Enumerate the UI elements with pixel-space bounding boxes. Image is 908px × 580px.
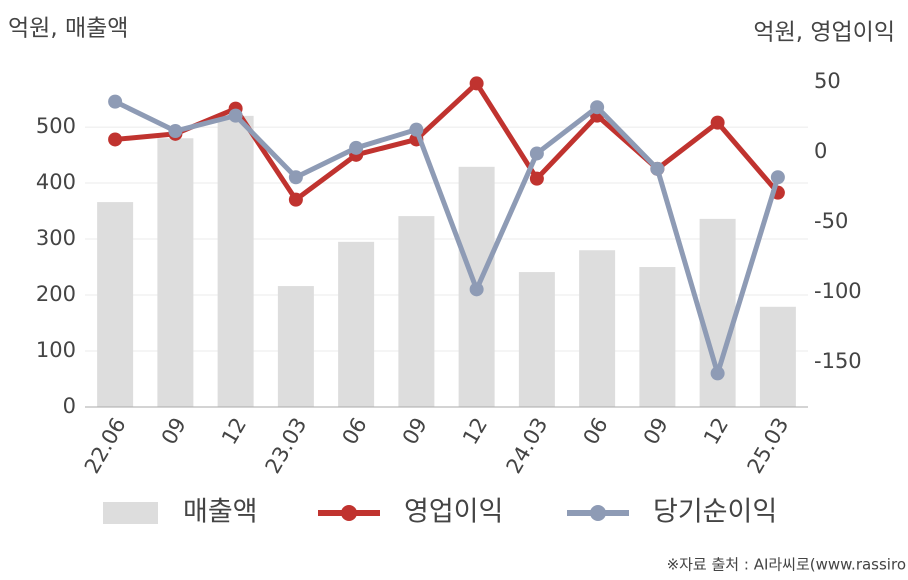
y-tick-label: 200 [36,282,76,306]
legend-label: 당기순이익 [653,497,777,528]
point [108,132,123,147]
x-tick-label: 09 [639,414,673,449]
x-tick-label: 12 [217,414,251,449]
y2-tick-label: 50 [814,69,841,93]
bar [579,250,616,407]
point [529,146,544,161]
x-tick-label: 25.03 [743,414,794,478]
point [168,124,183,139]
bar [338,241,375,407]
bar [518,272,555,407]
point [409,122,424,137]
y-tick-label: 0 [63,394,76,418]
bar [157,138,194,407]
x-tick-label: 09 [398,414,432,449]
y2-tick-label: -100 [814,279,862,303]
point [469,76,484,91]
bar [759,306,796,407]
bar [398,216,435,407]
point [228,108,243,123]
point [770,170,785,185]
legend-swatch [103,502,158,524]
x-tick-label: 06 [337,414,371,449]
x-tick-label: 09 [157,414,191,449]
point [469,282,484,297]
x-tick-label: 12 [458,414,492,449]
y-tick-label: 300 [36,226,76,250]
y-tick-label: 400 [36,170,76,194]
bar [97,202,134,407]
legend-label: 매출액 [183,497,258,528]
x-tick-label: 23.03 [261,414,312,478]
y2-tick-label: -150 [814,349,862,373]
source: ※자료 출처 : AI라씨로(www.rassiro [667,556,906,574]
y-axis-label: 억원, 매출액 [8,16,128,42]
point [108,94,123,109]
x-tick-label: 22.06 [80,414,131,478]
line [114,99,781,376]
point [529,171,544,186]
bar [639,267,676,407]
point [650,161,665,176]
point [288,170,303,185]
y-tick-label: 100 [36,338,76,362]
bar [217,115,254,408]
x-tick-label: 24.03 [502,414,553,478]
x-tick-label: 12 [699,414,733,449]
point [590,100,605,115]
point [710,115,725,130]
x-tick-label: 06 [578,414,612,449]
y2-axis-label: 억원, 영업이익 [753,20,895,46]
point [349,140,364,155]
point [288,192,303,207]
y-tick-label: 500 [36,114,76,138]
legend-swatch [590,505,606,521]
legend-label: 영업이익 [404,497,503,528]
y2-tick-label: -50 [814,209,848,233]
bar [277,286,314,407]
y2-tick-label: 0 [814,139,827,163]
point [710,366,725,381]
line [114,80,780,203]
legend-swatch [341,505,357,521]
